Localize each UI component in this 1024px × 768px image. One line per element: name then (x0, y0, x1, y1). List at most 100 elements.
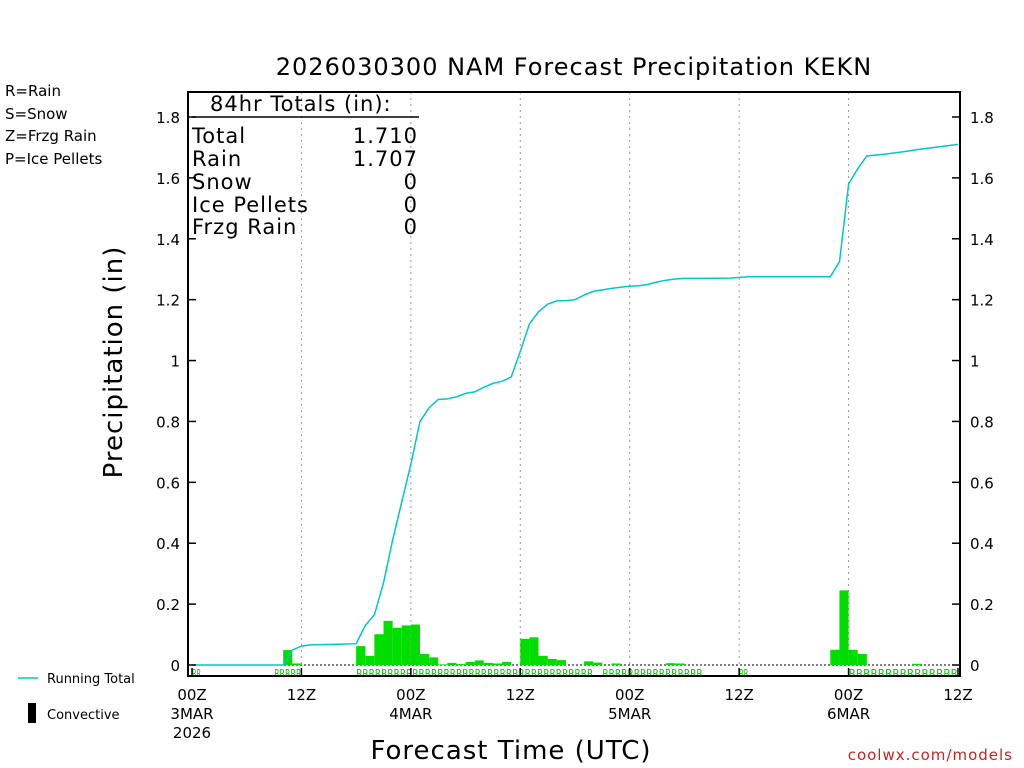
ptype-run-2: RRRRRRRRRRRRRRRRRRRRRRRRRRRRRRRRRRRRRR (356, 667, 593, 680)
y-tick-label-right: 0.4 (970, 535, 994, 553)
legend-snow: S=Snow (5, 105, 68, 123)
y-axis-left: 0 0.2 0.4 0.6 0.8 1 1.2 1.4 1.6 1.8 (156, 109, 196, 675)
series-legend: Running Total Convective (18, 672, 135, 723)
x-tick-label: 00Z (615, 686, 644, 704)
precip-bar-39h (538, 655, 548, 665)
precip-bar-29h (447, 662, 457, 665)
x-tick-label: 00Z (834, 686, 863, 704)
precip-bar-25h (410, 624, 420, 665)
running-total-label: Running Total (47, 672, 135, 687)
y-tick-label-right: 0 (970, 657, 980, 675)
precip-bar-53h (666, 663, 676, 665)
precip-bar-72h (839, 590, 849, 665)
x-tick-label: 00Z (177, 686, 206, 704)
precip-bar-23h (392, 627, 402, 665)
precip-bar-34h (492, 663, 503, 665)
total-label: Total (191, 124, 246, 148)
chart-title: 2026030300 NAM Forecast Precipitation KE… (276, 53, 872, 81)
precip-bar-38h (529, 637, 539, 665)
y-tick-label-right: 1.4 (970, 231, 994, 249)
snow-value: 0 (404, 170, 418, 194)
y-tick-label-right: 1.2 (970, 292, 994, 310)
precip-bar-27h (429, 657, 439, 665)
legend-rain: R=Rain (5, 82, 61, 100)
precip-bar-20h (365, 655, 375, 665)
legend-ice-pellets: P=Ice Pellets (5, 150, 102, 168)
x-tick-label: 12Z (724, 686, 753, 704)
convective-label: Convective (47, 708, 120, 723)
plot-frame (187, 91, 961, 677)
y-tick-label-left: 1.8 (156, 109, 180, 127)
x-axis-label: Forecast Time (UTC) (370, 736, 651, 766)
x-date-label: 6MAR (827, 705, 870, 723)
totals-box: 84hr Totals (in): Total 1.710 Rain 1.707… (191, 92, 419, 239)
x-tick-label: 12Z (943, 686, 972, 704)
y-tick-label-left: 0.2 (156, 596, 180, 614)
running-total-series (192, 143, 959, 666)
type-legend: R=Rain S=Snow Z=Frzg Rain P=Ice Pellets (5, 82, 102, 168)
running-total-line (192, 143, 959, 666)
precip-bar-26h (419, 654, 430, 665)
ptype-run-1: RRRRR (274, 667, 302, 680)
x-tick-label: 12Z (287, 686, 316, 704)
legend-frzg-rain: Z=Frzg Rain (5, 127, 97, 145)
precip-bar-35h (502, 661, 512, 665)
ice-pellets-label: Ice Pellets (192, 193, 309, 217)
precip-bar-22h (383, 620, 393, 665)
x-date-label: 5MAR (608, 705, 651, 723)
ptype-run-3: RRRRRRRRRRRRRRRR (602, 667, 703, 680)
precip-bar-32h (474, 660, 484, 665)
watermark: coolwx.com/models (848, 746, 1013, 764)
precip-bar-28h (438, 664, 448, 665)
precip-bar-21h (374, 634, 384, 665)
totals-header: 84hr Totals (in): (210, 92, 392, 116)
bar-series (283, 590, 922, 665)
gridlines (188, 92, 960, 676)
x-tick-label: 12Z (506, 686, 535, 704)
y-axis-right: 0 0.2 0.4 0.6 0.8 1 1.2 1.4 1.6 1.8 (952, 109, 994, 675)
y-tick-label-left: 0 (170, 657, 180, 675)
ptype-run-0: RR (192, 667, 201, 680)
y-tick-label-left: 1.2 (156, 292, 180, 310)
y-tick-label-right: 0.8 (970, 413, 994, 431)
frzg-rain-value: 0 (404, 215, 418, 239)
x-tick-label: 00Z (396, 686, 425, 704)
y-tick-label-right: 0.6 (970, 474, 994, 492)
y-tick-label-left: 0.8 (156, 413, 180, 431)
y-tick-label-left: 1 (170, 353, 180, 371)
y-tick-label-left: 1.4 (156, 231, 180, 249)
precip-bar-40h (547, 658, 557, 665)
total-value: 1.710 (353, 124, 418, 148)
convective-swatch (28, 703, 36, 723)
y-tick-label-left: 0.4 (156, 535, 180, 553)
precip-bar-47h (611, 663, 621, 665)
precip-bar-80h (912, 663, 922, 665)
frzg-rain-label: Frzg Rain (192, 215, 297, 239)
y-tick-label-right: 0.2 (970, 596, 994, 614)
y-tick-label-left: 1.6 (156, 170, 180, 188)
x-date-label: 4MAR (389, 705, 432, 723)
y-tick-label-right: 1.6 (970, 170, 994, 188)
precip-bar-74h (857, 654, 867, 665)
rain-label: Rain (192, 147, 242, 171)
ptype-run-5: RRRRRRRRRRRRRRR (849, 667, 959, 680)
precip-bar-24h (401, 625, 411, 665)
x-date-label: 2026 (173, 724, 211, 742)
y-tick-label-right: 1 (970, 353, 980, 371)
precip-bar-73h (848, 649, 858, 665)
precip-bar-44h (584, 661, 594, 665)
precip-bar-54h (675, 663, 685, 665)
y-axis-label: Precipitation (in) (99, 246, 129, 479)
precip-bar-33h (483, 662, 493, 665)
y-tick-label-right: 1.8 (970, 109, 994, 127)
rain-value: 1.707 (353, 147, 418, 171)
precip-bar-37h (520, 638, 530, 665)
precip-bar-71h (830, 649, 840, 665)
snow-label: Snow (192, 170, 253, 194)
precip-bar-19h (356, 646, 366, 665)
precip-bar-45h (593, 662, 603, 665)
ice-pellets-value: 0 (404, 193, 418, 217)
precip-bar-12h (292, 663, 302, 665)
